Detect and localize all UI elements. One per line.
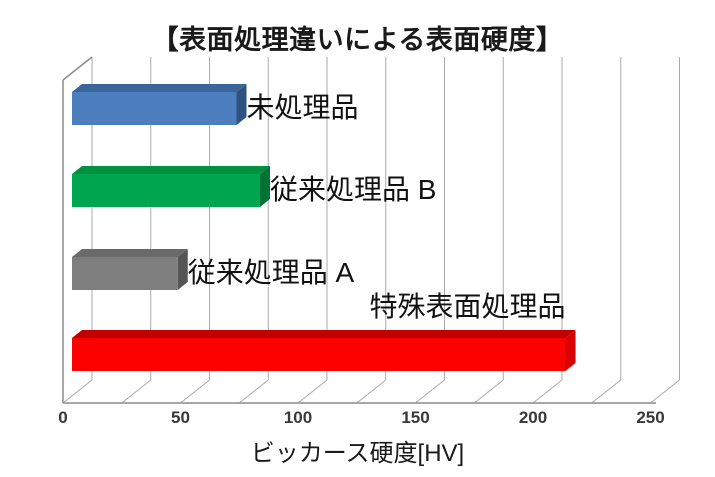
x-tick-label: 150: [401, 408, 429, 427]
floor-tick: [356, 379, 387, 404]
floor-tick: [473, 379, 504, 404]
bar-label: 特殊表面処理品: [369, 291, 566, 322]
x-tick-label: 100: [284, 408, 312, 427]
bar-side-face: [565, 330, 576, 371]
x-tick-label: 200: [519, 408, 547, 427]
bar: [72, 174, 260, 207]
floor-tick: [238, 379, 269, 404]
bar-side-face: [260, 166, 270, 207]
floor-tick: [297, 379, 328, 404]
bar: [72, 257, 178, 290]
chart-title: 【表面処理違いによる表面硬度】: [151, 25, 564, 55]
wall-top-edge: [62, 56, 93, 81]
bar-side-face: [177, 249, 188, 290]
bar: [72, 338, 566, 371]
floor-tick: [121, 379, 152, 404]
x-tick-label: 0: [58, 408, 67, 427]
bar-top-face: [72, 84, 247, 92]
floor-tick: [532, 379, 563, 404]
x-tick-label: 250: [636, 408, 664, 427]
x-axis-title: ビッカース硬度[HV]: [250, 440, 465, 467]
x-tick-label: 50: [171, 408, 190, 427]
floor-tick: [62, 379, 93, 404]
bar-top-face: [72, 330, 576, 338]
floor-tick: [180, 379, 210, 404]
bar-label: 従来処理品 B: [270, 174, 437, 205]
bar: [72, 92, 237, 125]
floor-tick: [415, 379, 445, 404]
bar-side-face: [236, 84, 247, 125]
bar-top-face: [72, 249, 188, 257]
bar-label: 従来処理品 A: [187, 257, 355, 288]
floor-tick: [591, 379, 622, 404]
bar-top-face: [72, 166, 270, 174]
bar-label: 未処理品: [246, 92, 359, 123]
floor-tick: [650, 379, 680, 404]
